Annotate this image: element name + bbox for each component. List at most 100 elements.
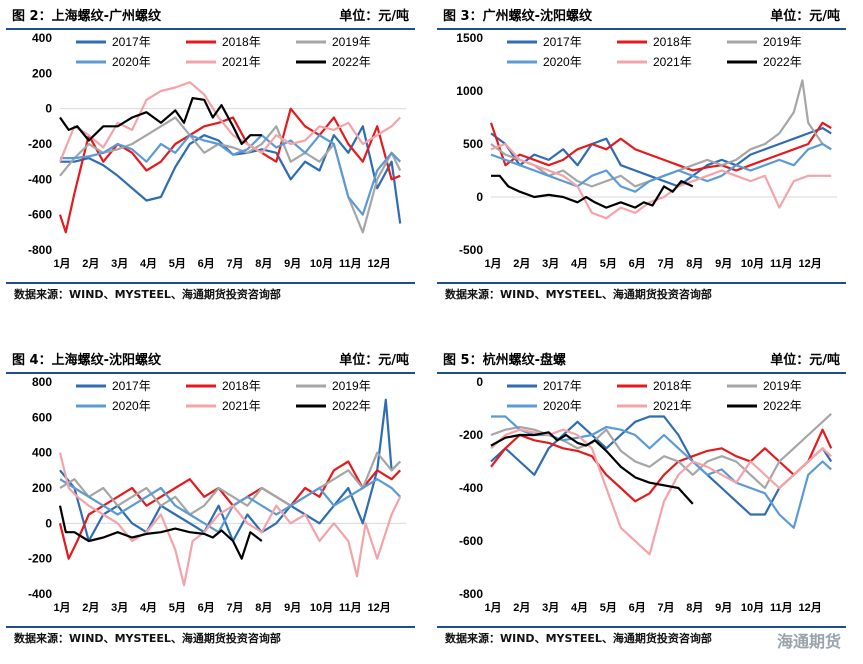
y-tick-label: -600 <box>28 208 52 222</box>
chart-panel-3: 图 4：上海螺纹-沈阳螺纹 单位：元/吨 800 600 400 200 0 -200 -4… <box>2 344 419 645</box>
chart-unit: 单位：元/吨 <box>339 9 409 24</box>
x-tick-label: 11月 <box>770 601 793 614</box>
x-tick-label: 10月 <box>741 257 764 270</box>
series-line-2017年 <box>59 398 401 543</box>
x-tick-label: 11月 <box>339 601 362 614</box>
series-line-2021年 <box>490 428 832 556</box>
x-tick-label: 8月 <box>255 257 272 270</box>
series-line-2018年 <box>489 121 832 172</box>
line-chart: 0 -200 -400 -600 -800 1月 2月 3月 4月 5月 6月 7月 8月 9月 10月 11… <box>437 374 846 624</box>
x-tick-label: 1月 <box>53 601 70 614</box>
x-tick-label: 6月 <box>629 601 646 614</box>
chart-source: 数据来源：WIND、MYSTEEL、海通期货投资咨询部 <box>445 288 712 301</box>
legend-label: 2022年 <box>763 399 802 413</box>
series-line-2022年 <box>491 174 694 209</box>
chart-title: 图 2：上海螺纹-广州螺纹 <box>12 9 161 24</box>
x-tick-label: 10月 <box>310 257 333 270</box>
series-line-2021年 <box>490 142 832 220</box>
x-tick-label: 6月 <box>198 257 215 270</box>
y-tick-label: -800 <box>459 587 483 601</box>
legend-label: 2019年 <box>763 379 802 393</box>
legend-label: 2020年 <box>543 399 582 413</box>
x-tick-label: 3月 <box>542 601 559 614</box>
legend-label: 2022年 <box>332 55 371 69</box>
legend-label: 2018年 <box>653 379 692 393</box>
legend-label: 2022年 <box>763 55 802 69</box>
x-tick-label: 3月 <box>111 601 128 614</box>
x-tick-label: 8月 <box>255 601 272 614</box>
x-tick-label: 9月 <box>715 257 732 270</box>
chart-unit: 单位：元/吨 <box>770 9 840 24</box>
series-line-2020年 <box>60 134 401 216</box>
line-chart: 1500 1000 500 0 -500 1月 2月 3月 4月 5月 6月 7月 8月 9月 10月 11月… <box>437 30 846 280</box>
series-line-2017年 <box>490 415 833 516</box>
top-divider <box>6 28 415 30</box>
x-tick-label: 9月 <box>284 601 301 614</box>
chart-header: 图 4：上海螺纹-沈阳螺纹 单位：元/吨 <box>6 346 415 368</box>
legend-label: 2019年 <box>332 35 371 49</box>
x-tick-label: 5月 <box>600 257 617 270</box>
y-tick-label: -600 <box>459 534 483 548</box>
legend-label: 2020年 <box>112 55 151 69</box>
chart-header: 图 3：广州螺纹-沈阳螺纹 单位：元/吨 <box>437 2 846 24</box>
x-tick-label: 6月 <box>198 601 215 614</box>
y-tick-label: 500 <box>463 137 483 151</box>
line-chart: 400 200 0 -200 -400 -600 -800 1月 2月 3月 4月 5月 6月 7月 8月 9… <box>6 30 415 280</box>
line-chart: 800 600 400 200 0 -200 -400 1月 2月 3月 4月 5月 6月 7月 8月 9月 1… <box>6 374 415 624</box>
x-tick-label: 7月 <box>657 601 674 614</box>
x-tick-label: 12月 <box>799 601 822 614</box>
x-tick-label: 6月 <box>629 257 646 270</box>
y-tick-label: -500 <box>459 243 483 257</box>
x-tick-label: 3月 <box>111 257 128 270</box>
x-tick-label: 5月 <box>169 257 186 270</box>
x-tick-label: 10月 <box>741 601 764 614</box>
y-tick-label: -200 <box>459 428 483 442</box>
x-tick-label: 7月 <box>226 257 243 270</box>
top-divider <box>6 372 415 374</box>
y-tick-label: 800 <box>32 375 52 389</box>
bottom-divider <box>437 626 846 628</box>
legend-label: 2022年 <box>332 399 371 413</box>
legend-label: 2017年 <box>112 379 151 393</box>
y-tick-label: 200 <box>32 481 52 495</box>
series-line-2021年 <box>58 452 402 587</box>
y-tick-label: 200 <box>32 66 52 80</box>
chart-panel-1: 图 2：上海螺纹-广州螺纹 单位：元/吨 400 200 0 -200 -400 -600… <box>2 0 419 301</box>
y-tick-label: -800 <box>28 243 52 257</box>
series-line-2018年 <box>490 428 833 503</box>
series-line-2022年 <box>490 431 694 505</box>
x-tick-label: 8月 <box>686 257 703 270</box>
legend-label: 2018年 <box>222 379 261 393</box>
chart-header: 图 5：杭州螺纹-盘螺 单位：元/吨 <box>437 346 846 368</box>
y-tick-label: 0 <box>45 516 52 530</box>
y-tick-label: 400 <box>32 446 52 460</box>
legend-label: 2021年 <box>222 399 261 413</box>
legend-label: 2019年 <box>763 35 802 49</box>
series-line-2017年 <box>490 127 832 188</box>
chart-unit: 单位：元/吨 <box>770 353 840 368</box>
y-tick-label: -200 <box>28 552 52 566</box>
series-line-2018年 <box>58 460 401 560</box>
x-tick-label: 1月 <box>484 257 501 270</box>
series-line-2021年 <box>58 81 401 163</box>
x-tick-label: 12月 <box>799 257 822 270</box>
legend-label: 2020年 <box>543 55 582 69</box>
series-line-2020年 <box>490 142 832 193</box>
y-tick-label: -400 <box>28 172 52 186</box>
series-line-2019年 <box>490 79 832 188</box>
x-tick-label: 2月 <box>513 601 530 614</box>
y-tick-label: 400 <box>32 31 52 45</box>
legend-label: 2018年 <box>653 35 692 49</box>
x-tick-label: 5月 <box>600 601 617 614</box>
series-line-2019年 <box>59 451 401 516</box>
x-tick-label: 12月 <box>368 601 391 614</box>
series-line-2020年 <box>59 478 401 534</box>
top-divider <box>437 372 846 374</box>
chart-header: 图 2：上海螺纹-广州螺纹 单位：元/吨 <box>6 2 415 24</box>
series-line-2017年 <box>60 125 402 224</box>
x-tick-label: 4月 <box>140 601 157 614</box>
x-tick-label: 4月 <box>140 257 157 270</box>
